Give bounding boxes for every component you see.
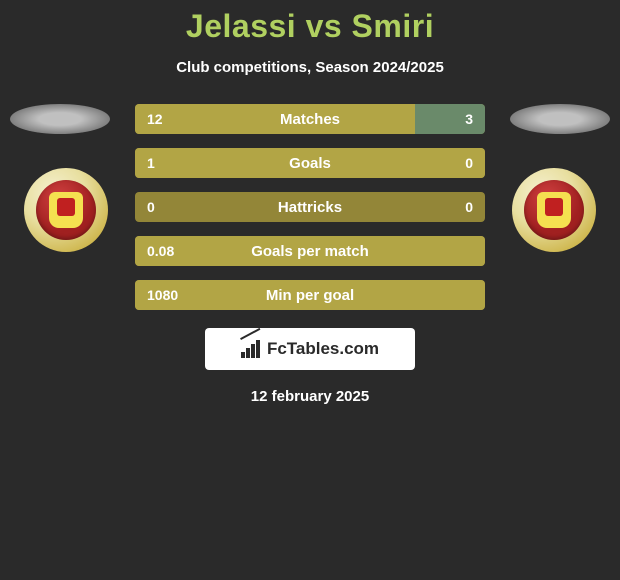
crest-inner xyxy=(524,180,584,240)
crest-shield xyxy=(49,192,83,228)
stat-rows: 12Matches31Goals00Hattricks00.08Goals pe… xyxy=(135,104,485,310)
stat-row: 0.08Goals per match xyxy=(135,236,485,266)
stat-value-right: 3 xyxy=(465,111,473,127)
brand-text: FcTables.com xyxy=(267,339,379,359)
club-crest-right xyxy=(512,168,596,252)
page-title: Jelassi vs Smiri xyxy=(0,0,620,45)
stat-row: 0Hattricks0 xyxy=(135,192,485,222)
stat-label: Goals per match xyxy=(135,243,485,260)
crest-shield xyxy=(537,192,571,228)
stat-row: 1Goals0 xyxy=(135,148,485,178)
stat-row: 12Matches3 xyxy=(135,104,485,134)
page-subtitle: Club competitions, Season 2024/2025 xyxy=(0,59,620,76)
footer-date: 12 february 2025 xyxy=(0,388,620,405)
crest-inner xyxy=(36,180,96,240)
stat-label: Matches xyxy=(135,111,485,128)
stat-label: Min per goal xyxy=(135,287,485,304)
comparison-widget: Jelassi vs Smiri Club competitions, Seas… xyxy=(0,0,620,405)
stat-row: 1080Min per goal xyxy=(135,280,485,310)
stat-label: Hattricks xyxy=(135,199,485,216)
stat-value-right: 0 xyxy=(465,199,473,215)
comparison-area: 12Matches31Goals00Hattricks00.08Goals pe… xyxy=(0,104,620,310)
chart-icon xyxy=(241,340,263,358)
player-right-oval xyxy=(510,104,610,134)
brand-badge[interactable]: FcTables.com xyxy=(205,328,415,370)
club-crest-left xyxy=(24,168,108,252)
stat-label: Goals xyxy=(135,155,485,172)
player-left-oval xyxy=(10,104,110,134)
stat-value-right: 0 xyxy=(465,155,473,171)
